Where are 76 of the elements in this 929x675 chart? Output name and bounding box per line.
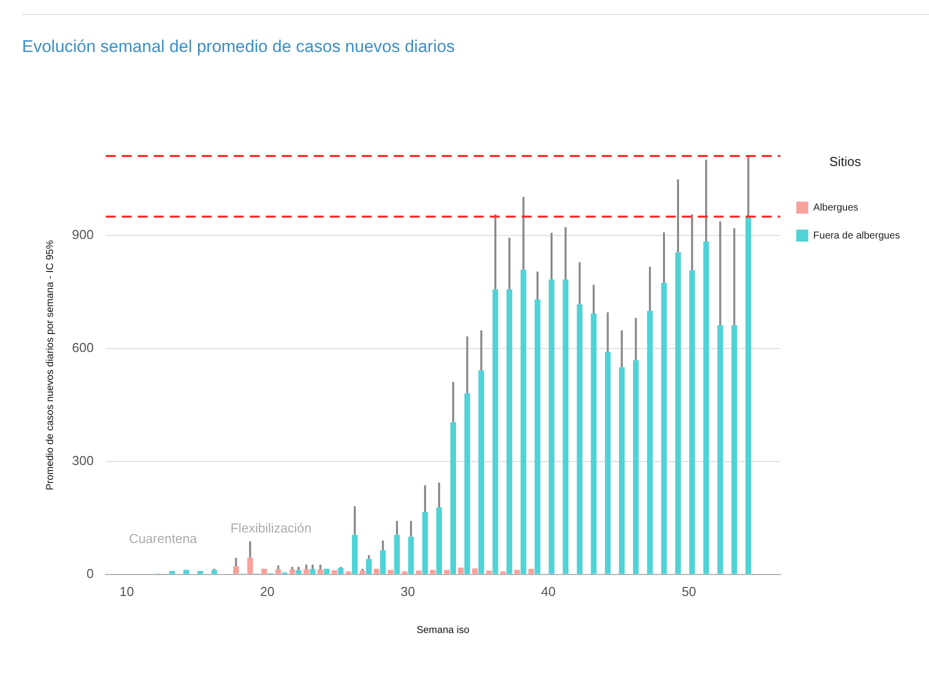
bar: [548, 280, 554, 574]
bar: [562, 280, 568, 574]
bar: [528, 568, 534, 574]
bar: [661, 282, 667, 574]
bar: [444, 570, 450, 574]
bar: [233, 566, 239, 574]
bar: [338, 568, 344, 574]
bar: [380, 550, 386, 574]
x-axis-title: Semana iso: [416, 624, 470, 636]
y-tick-label: 300: [72, 453, 94, 468]
bar: [450, 422, 456, 574]
bar: [436, 507, 442, 574]
annotation: Cuarentena: [129, 531, 198, 546]
bar: [590, 313, 597, 574]
bar: [261, 568, 267, 574]
bar: [520, 270, 526, 574]
bar: [422, 512, 428, 574]
bar: [633, 360, 639, 574]
bar: [275, 570, 282, 574]
bar: [310, 569, 316, 574]
x-tick-label: 20: [260, 584, 275, 599]
bar: [464, 393, 470, 574]
chart-title: Evolución semanal del promedio de casos nuevos diarios: [22, 37, 455, 57]
bar: [675, 252, 681, 574]
bar: [618, 367, 625, 574]
bar: [731, 325, 738, 574]
bar: [486, 570, 492, 574]
bar: [472, 568, 478, 574]
bar: [360, 570, 366, 574]
bar: [408, 536, 414, 574]
bar: [689, 270, 695, 574]
x-tick-label: 40: [541, 584, 556, 599]
bar: [247, 558, 253, 574]
bar: [745, 216, 752, 574]
y-tick-label: 600: [72, 340, 94, 356]
bar: [366, 558, 372, 574]
bar: [430, 570, 436, 574]
bar: [169, 571, 175, 574]
bar: [500, 571, 506, 574]
bar: [352, 534, 358, 574]
bar: [183, 570, 189, 574]
bar: [647, 310, 653, 574]
bar: [211, 570, 218, 574]
y-tick-label: 900: [72, 227, 94, 242]
bar: [717, 325, 724, 574]
bar: [478, 370, 484, 574]
bar: [514, 570, 520, 574]
bar: [492, 289, 498, 574]
x-tick-label: 30: [400, 584, 416, 599]
x-tick-label: 10: [120, 584, 134, 599]
bar: [458, 568, 464, 574]
legend-label: Fuera de albergues: [813, 230, 900, 242]
bar: [296, 570, 302, 574]
y-axis-title: Promedio de casos nuevos diarios por semana - IC 95%: [44, 240, 56, 490]
bar: [374, 568, 380, 574]
bar: [197, 571, 204, 574]
x-tick-label: 50: [682, 584, 696, 599]
bar: [416, 570, 422, 574]
bar: [394, 534, 400, 574]
bar: [303, 569, 310, 574]
y-tick-label: 0: [86, 566, 94, 581]
bar: [324, 568, 330, 574]
bar: [332, 570, 338, 574]
annotation: Flexibilización: [230, 520, 312, 536]
legend-title: Sitios: [829, 154, 862, 170]
bar: [289, 570, 296, 574]
bar: [703, 241, 709, 574]
bar: [402, 571, 408, 574]
bar: [534, 299, 540, 574]
bar: [346, 571, 352, 574]
bar: [388, 570, 394, 574]
bar: [506, 289, 512, 574]
bar: [604, 352, 611, 574]
legend-label: Albergues: [813, 202, 858, 214]
bar: [576, 304, 583, 574]
bar: [318, 570, 324, 574]
